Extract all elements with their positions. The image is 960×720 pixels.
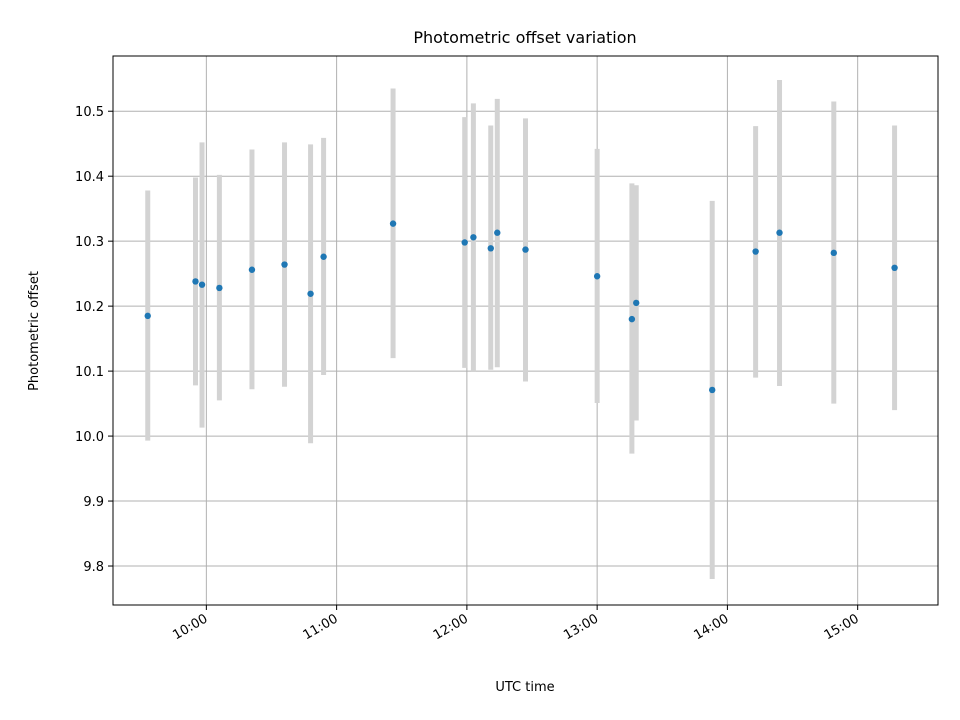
data-point — [307, 290, 314, 297]
data-point — [144, 312, 151, 320]
data-point — [461, 239, 468, 246]
x-tick-label: 14:00 — [691, 611, 731, 643]
data-point — [709, 386, 716, 394]
data-point — [628, 315, 636, 323]
y-tick-label: 10.1 — [75, 365, 104, 380]
error-bars — [145, 80, 898, 580]
data-point — [830, 249, 837, 257]
y-tick-label: 10.0 — [75, 430, 104, 445]
data-point — [320, 253, 327, 260]
data-point — [633, 299, 640, 307]
data-point — [487, 245, 494, 252]
data-point — [281, 261, 288, 268]
y-tick-label: 10.3 — [75, 235, 104, 250]
data-point — [470, 234, 477, 241]
data-point — [198, 281, 206, 288]
x-tick-label: 10:00 — [170, 611, 210, 643]
y-tick-label: 10.4 — [75, 170, 104, 185]
data-point — [752, 248, 759, 255]
data-point — [389, 220, 397, 227]
data-point — [593, 273, 601, 280]
data-point — [248, 266, 256, 273]
y-axis-ticks: 9.8 9.9 10.0 10.1 10.2 10.3 10.4 10.5 — [75, 105, 113, 575]
data-point — [192, 278, 199, 285]
y-tick-label: 9.9 — [83, 495, 104, 510]
data-point — [522, 246, 529, 253]
x-tick-label: 15:00 — [822, 611, 862, 643]
y-tick-label: 9.8 — [83, 560, 104, 575]
y-axis-label: Photometric offset — [27, 271, 42, 391]
x-tick-label: 12:00 — [431, 611, 471, 643]
y-tick-label: 10.2 — [75, 300, 104, 315]
y-tick-label: 10.5 — [75, 105, 104, 120]
data-point — [494, 229, 501, 236]
data-point — [216, 284, 223, 292]
plot-frame — [112, 55, 939, 606]
chart-title: Photometric offset variation — [413, 28, 636, 47]
data-point — [776, 229, 783, 236]
x-axis-ticks: 10:00 11:00 12:00 13:00 14:00 15:00 — [170, 605, 862, 643]
x-tick-label: 13:00 — [561, 611, 601, 643]
x-tick-label: 11:00 — [301, 611, 341, 643]
data-point — [891, 264, 898, 272]
x-axis-label: UTC time — [495, 680, 554, 695]
data-points — [144, 220, 898, 394]
